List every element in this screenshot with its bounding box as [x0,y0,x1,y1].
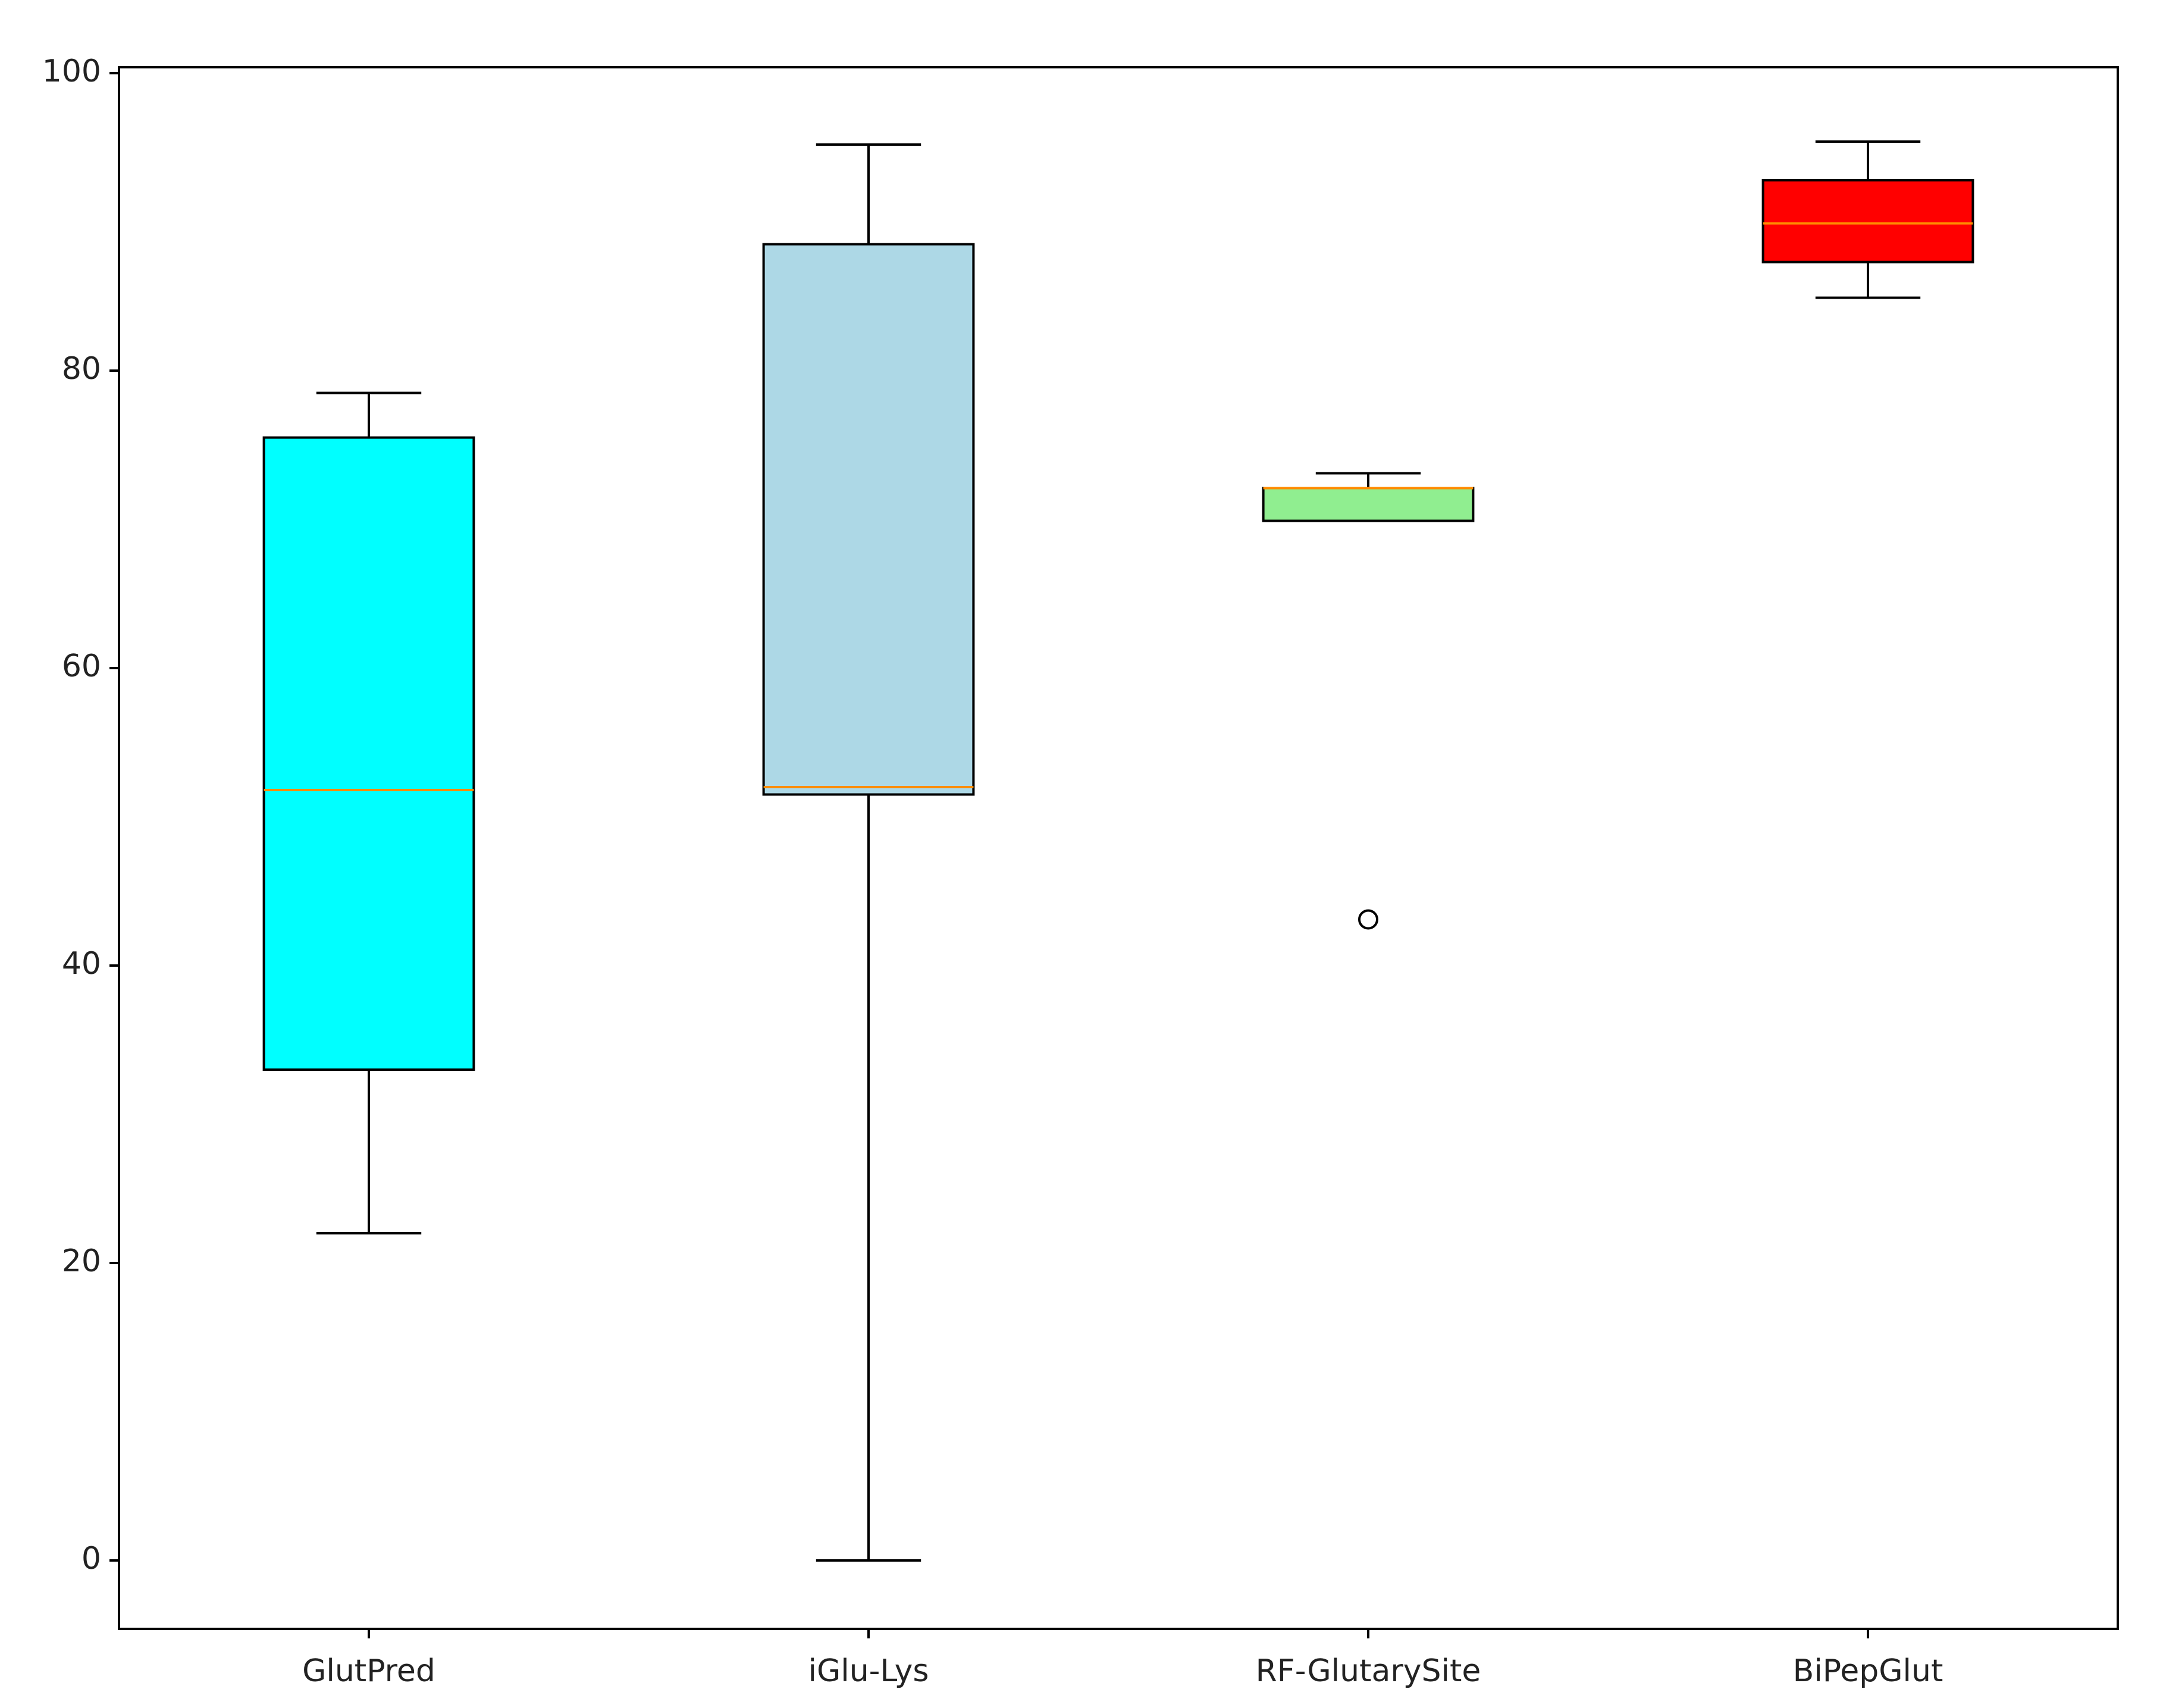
y-tick-label: 20 [62,1243,101,1279]
plot-area [262,140,1974,1562]
y-tick-label: 40 [62,946,101,982]
x-tick-label: BiPepGlut [1793,1653,1943,1689]
box-group-BiPepGlut [1761,140,1974,299]
box [762,243,975,796]
y-tick-label: 60 [62,648,101,684]
x-tick-label: GlutPred [302,1653,435,1689]
y-tick-label: 80 [62,351,101,387]
box [1761,179,1974,264]
y-tick-label: 100 [42,54,101,89]
x-axis: GlutPred iGlu-Lys RF-GlutarySite BiPepGlut [302,1629,1943,1689]
box-group-RF-GlutarySite [1262,472,1475,930]
box-group-iGlu-Lys [762,143,975,1562]
y-tick-label: 0 [81,1541,101,1577]
box-group-GlutPred [262,391,475,1234]
x-tick-label: RF-GlutarySite [1256,1653,1481,1689]
x-tick-label: iGlu-Lys [808,1653,929,1689]
y-axis: 0 20 40 60 80 100 [42,54,119,1577]
outlier-point [1358,909,1378,930]
box [1262,487,1475,522]
axes-frame [118,66,2119,1630]
box [262,436,475,1071]
